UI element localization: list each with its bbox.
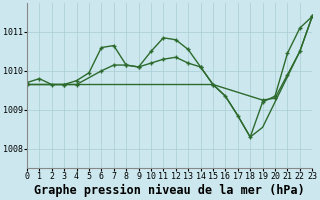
X-axis label: Graphe pression niveau de la mer (hPa): Graphe pression niveau de la mer (hPa)	[34, 184, 305, 197]
